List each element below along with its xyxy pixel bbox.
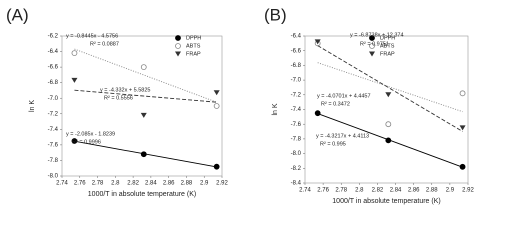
x-tick-label: 2.84 (390, 188, 402, 194)
y-tick-label: -7.0 (48, 96, 59, 102)
figure: (A) ln K 1000/T in absolute temperature (K… (6, 5, 474, 205)
annotation: R² = 0.9751 (360, 41, 389, 47)
annotation: y = -4.3217x + 4.4113 (316, 133, 369, 139)
y-tick-label: -6.6 (48, 65, 59, 71)
x-tick-label: 2.84 (145, 181, 157, 187)
marker (140, 64, 147, 71)
legend-marker (369, 43, 375, 49)
y-axis-label: ln K (29, 100, 36, 112)
annotation: R² = 0.995 (320, 141, 346, 147)
marker (71, 50, 78, 57)
y-tick-label: -7.2 (291, 92, 302, 98)
panel-label: (A) (6, 5, 29, 24)
marker (71, 138, 78, 144)
legend-label: FRAP (186, 51, 201, 57)
annotation: R² = 0.9996 (72, 139, 101, 145)
y-tick-label: -7.4 (48, 127, 59, 133)
marker (459, 163, 466, 170)
x-tick-label: 2.9 (200, 181, 209, 187)
y-tick-label: -6.4 (48, 49, 59, 55)
x-tick-label: 2.74 (299, 188, 311, 194)
annotation: R² = 0.3472 (321, 101, 350, 107)
legend-label: DPPH (186, 35, 201, 41)
y-tick-label: -6.2 (48, 34, 59, 40)
legend-label: ABTS (186, 43, 201, 49)
marker (71, 77, 78, 83)
legend-marker (369, 51, 375, 57)
trend-line (74, 48, 217, 103)
x-tick-label: 2.8 (355, 188, 364, 194)
y-tick-label: -7.6 (291, 122, 302, 128)
x-axis-label: 1000/T in absolute temperature (K) (88, 191, 196, 198)
annotation: y = -4.332x + 5.5825 (100, 87, 150, 93)
x-tick-label: 2.78 (335, 188, 347, 194)
x-axis-label: 1000/T in absolute temperature (K) (332, 198, 440, 205)
x-tick-label: 2.86 (408, 188, 420, 194)
annotation: y = -6.8738x + 12.374 (350, 32, 404, 38)
x-tick-label: 2.78 (92, 181, 104, 187)
marker (213, 103, 220, 109)
annotation: R² = 0.5556 (104, 95, 133, 101)
trend-line (317, 62, 463, 113)
y-tick-label: -6.8 (48, 80, 59, 86)
marker (459, 90, 466, 97)
x-tick-label: 2.88 (181, 181, 193, 187)
marker (385, 92, 392, 98)
annotation: y = -2.085x - 1.8239 (66, 131, 115, 137)
plot-area (304, 35, 469, 184)
panel-label: (B) (264, 5, 287, 24)
y-tick-label: -7.6 (48, 142, 59, 148)
legend-marker (175, 35, 181, 41)
marker (140, 112, 147, 118)
x-tick-label: 2.86 (163, 181, 175, 187)
legend-label: FRAP (380, 51, 395, 57)
marker (459, 125, 466, 131)
marker (314, 110, 321, 117)
legend-label: ABTS (380, 43, 395, 49)
y-tick-label: -7.8 (48, 158, 59, 164)
y-tick-label: -6.6 (291, 48, 302, 54)
marker (385, 121, 392, 128)
y-tick-label: -8.0 (48, 174, 59, 180)
y-tick-label: -8.0 (291, 151, 302, 157)
x-tick-label: 2.74 (56, 181, 68, 187)
y-tick-label: -6.8 (291, 63, 302, 69)
x-tick-label: 2.82 (127, 181, 139, 187)
legend-marker (369, 35, 375, 41)
marker (140, 151, 147, 158)
marker (314, 39, 321, 45)
y-tick-label: -8.2 (291, 166, 302, 172)
y-tick-label: -7.2 (48, 111, 59, 117)
y-tick-label: -8.4 (291, 181, 302, 187)
x-tick-label: 2.92 (216, 181, 228, 187)
x-tick-label: 2.92 (462, 188, 474, 194)
x-tick-label: 2.82 (372, 188, 384, 194)
x-tick-label: 2.88 (426, 188, 438, 194)
x-tick-label: 2.9 (446, 188, 455, 194)
trend-line (317, 45, 463, 132)
y-axis-label: ln K (272, 103, 279, 115)
marker (385, 137, 392, 144)
annotation: R² = 0.0887 (90, 41, 119, 47)
legend-marker (175, 43, 181, 49)
y-tick-label: -7.4 (291, 107, 302, 113)
x-tick-label: 2.76 (74, 181, 86, 187)
x-tick-label: 2.76 (317, 188, 329, 194)
y-tick-label: -7.0 (291, 78, 302, 84)
y-tick-label: -6.4 (291, 34, 302, 40)
legend-marker (175, 51, 181, 57)
annotation: y = -4.0701x + 4.4457 (317, 93, 371, 99)
marker (213, 90, 220, 96)
x-tick-label: 2.8 (111, 181, 120, 187)
legend-label: DPPH (380, 35, 395, 41)
y-tick-label: -7.8 (291, 136, 302, 142)
annotation: y = -0.8445x - 4.5756 (66, 33, 118, 39)
marker (213, 163, 220, 170)
plot-area (61, 35, 223, 177)
